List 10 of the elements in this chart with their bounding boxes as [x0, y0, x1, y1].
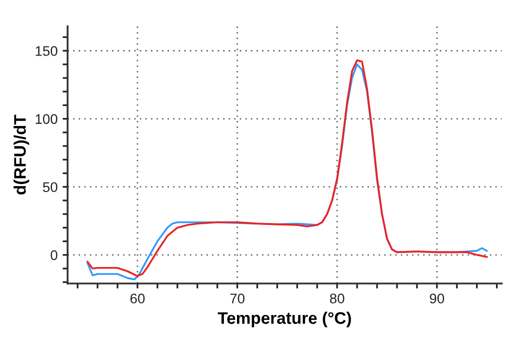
y-tick-label: 0: [50, 250, 58, 260]
x-tick-label: 60: [130, 294, 145, 304]
y-tick-label: 50: [42, 182, 58, 192]
x-axis-title: Temperature (°C): [218, 312, 351, 328]
y-tick-label: 150: [36, 46, 58, 56]
x-tick-label: 70: [230, 294, 244, 304]
x-tick-label: 80: [330, 294, 344, 304]
y-tick-label: 100: [36, 114, 58, 124]
y-axis-title: d(RFU)/dT: [14, 114, 30, 194]
x-tick-label: 90: [430, 294, 444, 304]
